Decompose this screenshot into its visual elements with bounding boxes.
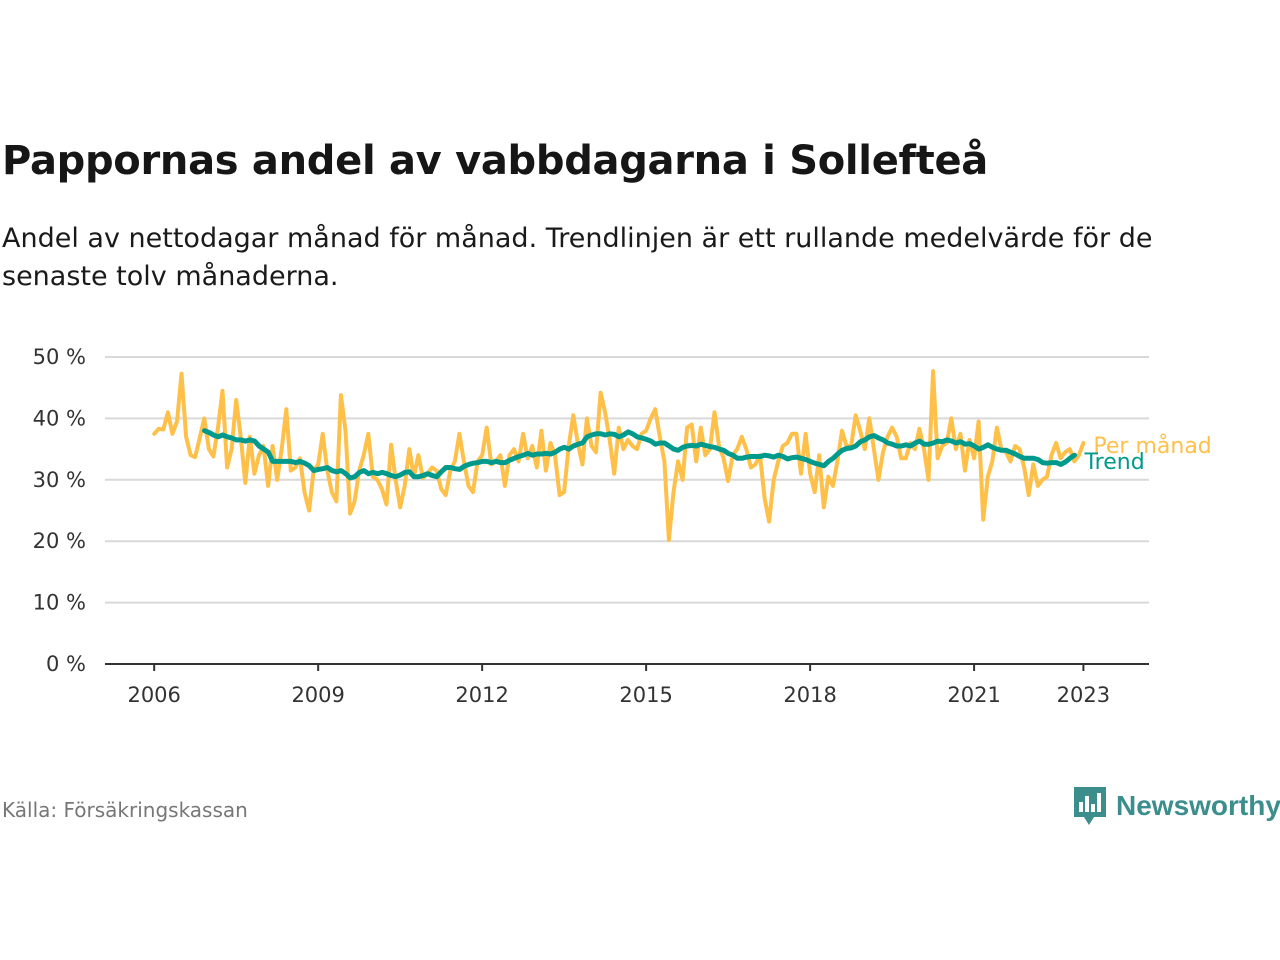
x-axis: 2006 2009 2012 2015 2018 2021 2023: [105, 663, 1149, 707]
x-tick-label: 2012: [455, 683, 508, 707]
y-tick-label: 20 %: [33, 529, 86, 553]
gridlines: [105, 356, 1149, 604]
series-label-trend: Trend: [1083, 450, 1144, 475]
series-lines: [152, 369, 1086, 542]
x-tick-label: 2009: [291, 683, 344, 707]
chart-subtitle: Andel av nettodagar månad för månad. Tre…: [2, 223, 1153, 292]
series-line-trend: [202, 428, 1077, 481]
y-tick-label: 10 %: [33, 591, 86, 615]
y-tick-label: 40 %: [33, 406, 86, 430]
x-tick-label: 2006: [127, 683, 180, 707]
series-line-monthly: [152, 369, 1086, 542]
y-tick-label: 0 %: [46, 652, 86, 676]
y-tick-label: 50 %: [33, 345, 86, 369]
brand-name: Newsworthy: [1116, 790, 1280, 821]
x-tick-label: 2018: [783, 683, 836, 707]
y-axis: 0 % 10 % 20 % 30 % 40 % 50 %: [33, 345, 86, 676]
x-tick-label: 2015: [619, 683, 672, 707]
brand-logo: Newsworthy: [1072, 784, 1280, 828]
series-label-monthly: Per månad: [1093, 433, 1211, 459]
x-tick-label: 2021: [947, 683, 1000, 707]
bar-chart-speech-bubble-icon: [1074, 787, 1106, 825]
source-note: Källa: Försäkringskassan: [2, 798, 248, 822]
y-tick-label: 30 %: [33, 468, 86, 492]
x-tick-label: 2023: [1057, 683, 1110, 707]
chart-title: Pappornas andel av vabbdagarna i Solleft…: [2, 138, 988, 184]
